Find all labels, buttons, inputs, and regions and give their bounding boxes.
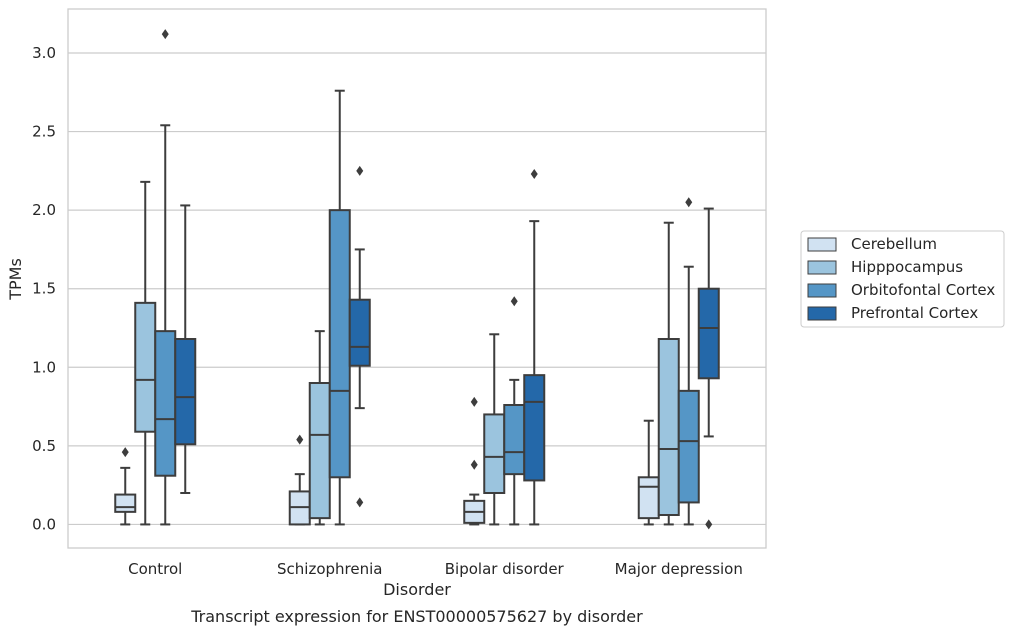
legend-swatch xyxy=(807,283,837,298)
box-orbitofontal-cortex xyxy=(328,89,351,526)
legend-label: Prefrontal Cortex xyxy=(851,304,978,322)
outlier-point xyxy=(470,396,478,407)
box-prefrontal-cortex xyxy=(348,165,371,508)
outlier-point xyxy=(296,434,304,445)
box-cerebellum xyxy=(463,396,486,526)
y-axis-label: TPMs xyxy=(6,258,25,301)
y-tick-label: 0.0 xyxy=(32,515,56,533)
legend-frame xyxy=(800,230,1005,328)
box-cerebellum xyxy=(114,447,137,526)
outlier-point xyxy=(705,519,713,530)
box-hipppocampus xyxy=(657,221,680,526)
legend-label: Cerebellum xyxy=(851,235,937,253)
boxes xyxy=(114,29,720,530)
box-iqr xyxy=(677,389,700,504)
box-cerebellum xyxy=(637,419,660,526)
box-iqr xyxy=(637,476,660,520)
box-cerebellum xyxy=(288,434,311,526)
x-tick-label: Control xyxy=(128,560,182,578)
legend-swatch xyxy=(807,237,837,252)
x-tick-label: Bipolar disorder xyxy=(445,560,565,578)
legend-swatch xyxy=(807,260,837,275)
box-orbitofontal-cortex xyxy=(503,296,526,526)
box-prefrontal-cortex xyxy=(174,204,197,494)
legend: Cerebellum Hipppocampus Orbitofontal Corte… xyxy=(800,230,1005,328)
box-iqr xyxy=(697,287,720,380)
box-orbitofontal-cortex xyxy=(154,29,177,526)
box-iqr xyxy=(348,298,371,367)
box-iqr xyxy=(503,404,526,476)
x-tick-label: Major depression xyxy=(615,560,743,578)
box-iqr xyxy=(657,338,680,516)
box-iqr xyxy=(114,493,137,513)
y-tick-label: 1.0 xyxy=(32,358,56,376)
outlier-point xyxy=(510,296,518,307)
box-hipppocampus xyxy=(308,330,331,526)
legend-label: Orbitofontal Cortex xyxy=(851,281,995,299)
box-iqr xyxy=(328,209,351,479)
box-hipppocampus xyxy=(483,333,506,526)
outlier-point xyxy=(530,169,538,179)
outlier-point xyxy=(356,497,364,508)
outlier-point xyxy=(685,197,693,208)
box-prefrontal-cortex xyxy=(523,169,546,526)
x-tick-label: Schizophrenia xyxy=(277,560,382,578)
outlier-point xyxy=(121,447,129,458)
box-iqr xyxy=(174,338,197,446)
box-iqr xyxy=(483,413,506,494)
y-tick-label: 0.5 xyxy=(32,437,56,455)
box-iqr xyxy=(154,330,177,477)
y-tick-label: 1.5 xyxy=(32,280,56,298)
legend-label: Hipppocampus xyxy=(851,258,963,276)
y-tick-label: 2.5 xyxy=(32,123,56,141)
box-iqr xyxy=(308,382,331,520)
outlier-point xyxy=(356,165,364,176)
y-tick-label: 2.0 xyxy=(32,201,56,219)
legend-swatch xyxy=(807,306,837,321)
x-axis-label: Disorder xyxy=(383,580,451,599)
box-prefrontal-cortex xyxy=(697,207,720,530)
x-axis-ticks: Control Schizophrenia Bipolar disorder Majo… xyxy=(128,560,743,578)
plot-area-frame xyxy=(67,8,767,549)
y-tick-label: 3.0 xyxy=(32,44,56,62)
box-hipppocampus xyxy=(134,180,157,526)
outlier-point xyxy=(161,29,169,40)
y-axis-ticks: 0.0 0.5 1.0 1.5 2.0 2.5 3.0 xyxy=(32,44,56,533)
box-iqr xyxy=(134,301,157,433)
chart-caption: Transcript expression for ENST0000057562… xyxy=(190,607,643,626)
box-iqr xyxy=(523,374,546,482)
outlier-point xyxy=(470,459,478,470)
box-orbitofontal-cortex xyxy=(677,197,700,526)
